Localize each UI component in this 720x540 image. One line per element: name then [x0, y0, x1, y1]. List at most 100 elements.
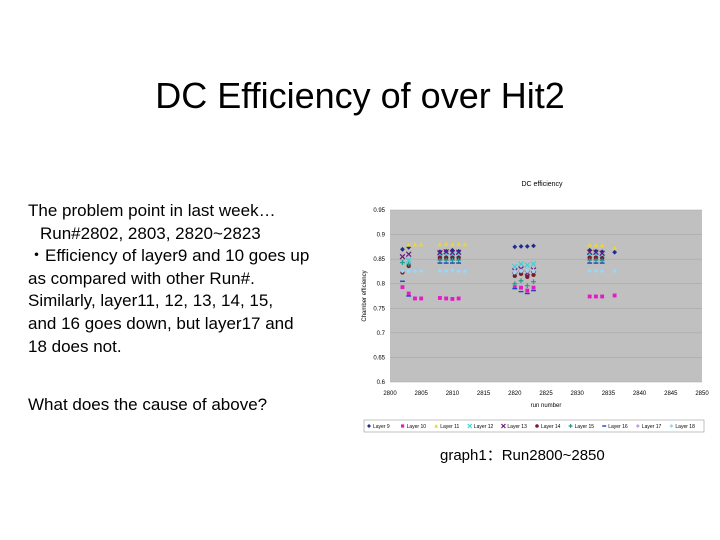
data-point: [456, 248, 462, 254]
chart-title: DC efficiency: [521, 181, 563, 188]
data-point: [599, 258, 605, 264]
data-point: [612, 293, 617, 298]
data-point: [401, 424, 405, 428]
y-tick-label: 0.65: [373, 355, 385, 361]
data-point: [593, 242, 599, 248]
slide-title: DC Efficiency of over Hit2: [155, 75, 565, 116]
y-tick-label: 0.8: [377, 282, 386, 288]
data-point: [467, 423, 473, 429]
data-point: [535, 424, 539, 428]
data-point: [456, 257, 462, 263]
legend-box: [363, 419, 705, 433]
x-tick-label: 2825: [539, 391, 553, 397]
data-point: [587, 242, 593, 247]
legend-label: Layer 16: [608, 424, 628, 430]
data-point: [443, 257, 449, 263]
data-point: [367, 424, 371, 428]
x-tick-label: 2805: [415, 391, 429, 397]
data-point: [450, 268, 455, 273]
legend-label: Layer 12: [474, 424, 494, 430]
data-point: [419, 296, 424, 301]
legend-label: Layer 13: [507, 424, 527, 430]
data-point: [437, 268, 443, 274]
data-point: [437, 242, 443, 247]
data-point: [450, 297, 455, 301]
y-tick-label: 0.75: [373, 306, 385, 312]
data-point: [405, 251, 412, 258]
legend-label: Layer 17: [642, 424, 662, 430]
data-point: [593, 268, 599, 274]
data-point: [400, 260, 405, 265]
data-point: [450, 257, 455, 263]
data-point: [669, 424, 674, 428]
x-tick-label: 2835: [602, 391, 616, 397]
data-point: [438, 296, 442, 300]
data-point: [593, 248, 599, 254]
y-tick-label: 0.6: [377, 380, 386, 386]
data-point: [593, 257, 599, 263]
data-point: [406, 268, 412, 274]
data-point: [437, 249, 443, 255]
x-tick-label: 2820: [508, 391, 522, 397]
data-point: [512, 285, 517, 290]
x-axis-label: run number: [531, 403, 562, 409]
data-point: [412, 268, 418, 274]
data-point: [568, 424, 573, 428]
data-point: [456, 255, 461, 260]
legend-label: Layer 11: [440, 424, 459, 430]
data-point: [587, 257, 593, 263]
data-point: [587, 268, 593, 274]
data-point: [518, 261, 524, 267]
question-text: What does the cause of above?: [28, 395, 268, 414]
data-point: [450, 242, 455, 247]
data-point: [587, 294, 592, 299]
data-point: [599, 268, 605, 274]
data-point: [400, 285, 405, 290]
data-point: [405, 257, 412, 263]
y-axis-label: Chamber efficiency: [362, 270, 368, 321]
data-point: [525, 288, 530, 293]
data-point: [500, 423, 506, 429]
data-point: [612, 268, 618, 274]
data-point: [587, 255, 592, 260]
data-point: [449, 249, 456, 256]
body-line: as compared with other Run#.: [28, 268, 255, 288]
data-point: [531, 279, 536, 285]
body-text: The problem point in last week… Run#2802…: [28, 200, 358, 358]
x-tick-label: 2800: [383, 391, 397, 397]
body-line: Similarly, layer11, 12, 13, 14, 15,: [28, 291, 274, 311]
data-point: [524, 283, 530, 289]
data-point: [525, 274, 530, 279]
data-point: [406, 242, 412, 247]
body-line: Run#2802, 2803, 2820~2823: [40, 223, 261, 243]
data-point: [524, 243, 530, 249]
efficiency-chart-svg: DC efficiency 0.95 0.9 0.85 0.8 0.75 0.7 0.65 0.…: [362, 181, 709, 433]
data-point: [418, 268, 424, 274]
data-point: [635, 424, 640, 428]
data-point: [437, 255, 443, 260]
data-point: [444, 255, 449, 260]
efficiency-chart: DC efficiency 0.95 0.9 0.85 0.8 0.75 0.7 0.65 0.…: [356, 172, 712, 438]
data-point: [600, 294, 605, 299]
legend-label: Layer 9: [373, 424, 390, 430]
y-tick-label: 0.7: [377, 331, 386, 337]
data-point: [418, 242, 424, 247]
data-point: [518, 268, 524, 274]
data-point: [462, 242, 468, 247]
data-point: [518, 278, 524, 284]
data-point: [406, 291, 411, 296]
data-point: [406, 261, 412, 267]
data-point: [413, 296, 417, 301]
plot-area: [390, 210, 702, 382]
data-point: [599, 242, 605, 248]
data-point: [594, 294, 598, 299]
data-point: [531, 272, 536, 278]
data-point: [599, 250, 605, 257]
data-point: [437, 249, 443, 256]
data-point: [531, 285, 536, 290]
data-point: [530, 261, 537, 267]
data-point: [518, 243, 524, 249]
body-line: 18 does not.: [28, 336, 122, 356]
legend-label: Layer 18: [675, 424, 695, 430]
data-point: [531, 268, 536, 274]
